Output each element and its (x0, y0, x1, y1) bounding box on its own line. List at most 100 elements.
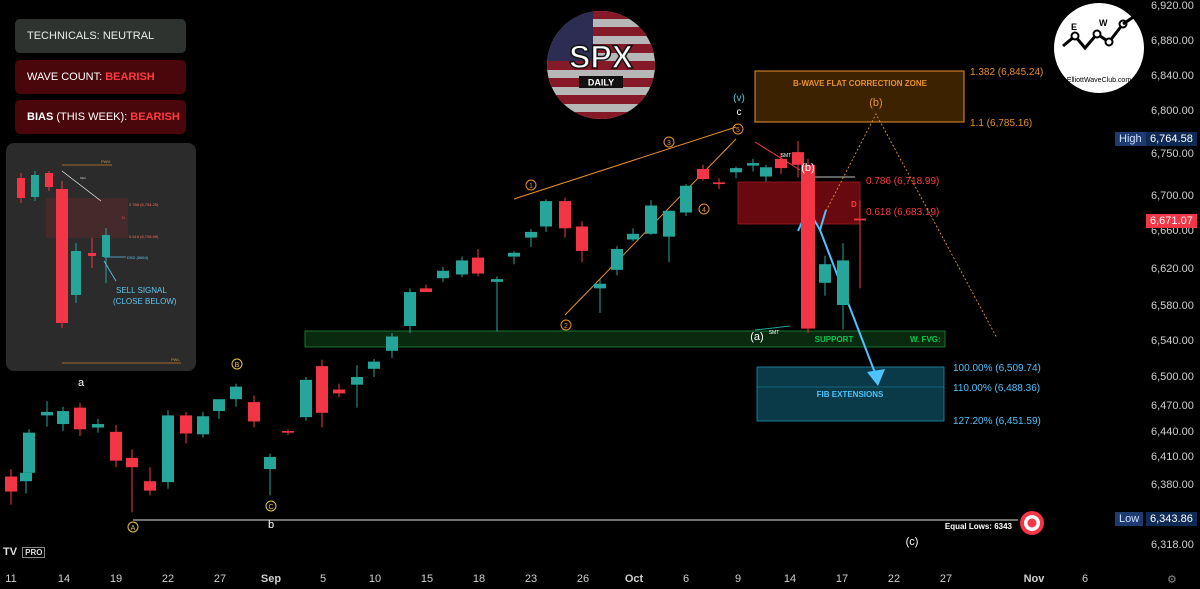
x-tick-label: 14 (58, 573, 70, 585)
x-tick-label: 11 (5, 573, 16, 585)
candle-body (645, 205, 657, 234)
candle-body (594, 283, 606, 289)
inset-candle-body (71, 251, 81, 295)
y-tick-label: 6,540.00 (1151, 335, 1194, 347)
candle-body (197, 416, 209, 435)
wave-label-5-ring (732, 123, 744, 135)
wave-label-5: 5 (736, 127, 740, 134)
candle-body (576, 226, 588, 251)
inset-mini-chart: PWH PWL 0.786 (6,754.25) 0.618 (6,708.59… (6, 143, 196, 371)
technicals-badge: TECHNICALS: NEUTRAL (15, 19, 186, 53)
y-tick-label: 6,840.00 (1151, 70, 1194, 82)
x-tick-label: 6 (683, 573, 689, 585)
y-tick-label: 6,620.00 (1151, 263, 1194, 275)
candle-body (760, 167, 772, 177)
candles (5, 140, 866, 513)
wave-label-b-small: b (268, 519, 274, 531)
wedge-upper-line (513, 126, 737, 200)
wave-label-b-paren: (b) (801, 162, 814, 174)
candle-body (627, 233, 639, 240)
candle-body (697, 168, 709, 180)
candle-body (437, 270, 449, 279)
zones-layer: B-WAVE FLAT CORRECTION ZONE (b) 1.382 (6,8… (304, 67, 1043, 427)
candle-body (333, 389, 345, 394)
candle-body (713, 182, 725, 185)
x-tick-label: 26 (577, 573, 589, 585)
wave-label-C-ring (265, 500, 277, 512)
candle-body (144, 481, 156, 491)
y-axis: 6,920.00 6,880.00 6,840.00 6,800.00 6,750.00… (1151, 0, 1194, 551)
wave-label-4-ring (698, 203, 710, 215)
x-tick-label: 5 (320, 573, 326, 585)
wave-label-1: 1 (529, 183, 533, 190)
inset-d-label: D (122, 215, 125, 220)
bwave-zone-title: B-WAVE FLAT CORRECTION ZONE (793, 79, 928, 88)
y-tick-label: 6,920.00 (1151, 0, 1194, 12)
fib-1382-label: 1.382 (6,845.24) (970, 67, 1043, 78)
bias-value: BEARISH (130, 111, 180, 123)
tv-logo-mark: TV (3, 546, 18, 558)
bwave-zone (754, 70, 965, 123)
fib-ext-100-label: 100.00% (6,509.74) (953, 363, 1041, 374)
high-tag-value: 6,764.58 (1146, 132, 1197, 146)
daily-tag-bg (579, 76, 623, 88)
fib-ext-1272-label: 127.20% (6,451.59) (953, 416, 1041, 427)
ewc-letter-w: W (1099, 18, 1108, 28)
x-tick-label: Oct (625, 573, 644, 585)
wave-label-c-paren: (c) (906, 536, 919, 548)
x-tick-label: 27 (214, 573, 226, 585)
sell-zone-d-label: D (851, 200, 857, 209)
x-tick-label: 22 (888, 573, 900, 585)
smt-line-top (754, 141, 801, 171)
wave-label-1-ring (525, 179, 537, 191)
equal-lows-label: Equal Lows: 6343 (945, 522, 1013, 531)
wave-count-label: WAVE COUNT: (27, 71, 103, 83)
ewc-letter-c: C (1133, 12, 1140, 23)
inset-dsd-label: DSD (6664) (127, 255, 149, 260)
smt-line-bottom (754, 325, 791, 331)
candle-body (230, 386, 242, 400)
fib-0786-label: 0.786 (6,718.99) (866, 176, 939, 187)
y-tick-label: 6,750.00 (1151, 148, 1194, 160)
ewc-brand-name: ElliottWaveClub.com (1067, 77, 1131, 84)
candle-body (680, 185, 692, 213)
bwave-zone-b-label: (b) (869, 97, 882, 109)
inset-candle-body (17, 178, 25, 198)
inset-sell-signal-1: SELL SIGNAL (116, 286, 167, 295)
inset-pwh-label: PWH (101, 159, 110, 164)
y-tick-label: 6,318.00 (1151, 539, 1194, 551)
wave-label-C: C (268, 504, 273, 511)
wave-label-A: A (131, 525, 136, 532)
x-tick-label: 10 (369, 573, 381, 585)
wave-label-2-ring (560, 319, 572, 331)
candle-body (180, 415, 192, 434)
ewc-logo: E W C ElliottWaveClub.com (1054, 3, 1144, 93)
candle-body (5, 476, 17, 492)
fib-extension-zone (756, 366, 945, 422)
inset-arrow (103, 260, 117, 282)
candle-body (41, 411, 53, 416)
y-tick-label: 6,700.00 (1151, 190, 1194, 202)
inset-trend (61, 170, 102, 202)
candle-body (540, 201, 552, 227)
y-tick-label: 6,410.00 (1151, 451, 1194, 463)
candle-body (456, 260, 468, 275)
inset-fib2: 0.618 (6,708.59) (129, 234, 159, 239)
fib-ext-title: FIB EXTENSIONS (817, 390, 884, 399)
candle-body (837, 260, 849, 305)
candle-body (491, 279, 503, 282)
ewc-letter-e: E (1071, 22, 1077, 32)
candle-body (508, 252, 520, 257)
wave-label-3: 3 (667, 140, 671, 147)
wave-label-2: 2 (564, 323, 568, 330)
y-tick-label: 6,500.00 (1151, 371, 1194, 383)
inset-candle-body (56, 189, 68, 323)
x-axis: 11 14 19 22 27 Sep 5 10 15 18 23 26 Oct 6 9 14 17 22 27 Nov… (5, 573, 1088, 585)
daily-tag: DAILY (588, 78, 614, 88)
bias-badge: BIAS (THIS WEEK): BEARISH (15, 100, 186, 134)
settings-gear-icon[interactable]: ⚙ (1167, 574, 1177, 586)
x-tick-label: 27 (940, 573, 952, 585)
fib-11-label: 1.1 (6,785.16) (970, 118, 1032, 129)
x-tick-label: 19 (110, 573, 122, 585)
